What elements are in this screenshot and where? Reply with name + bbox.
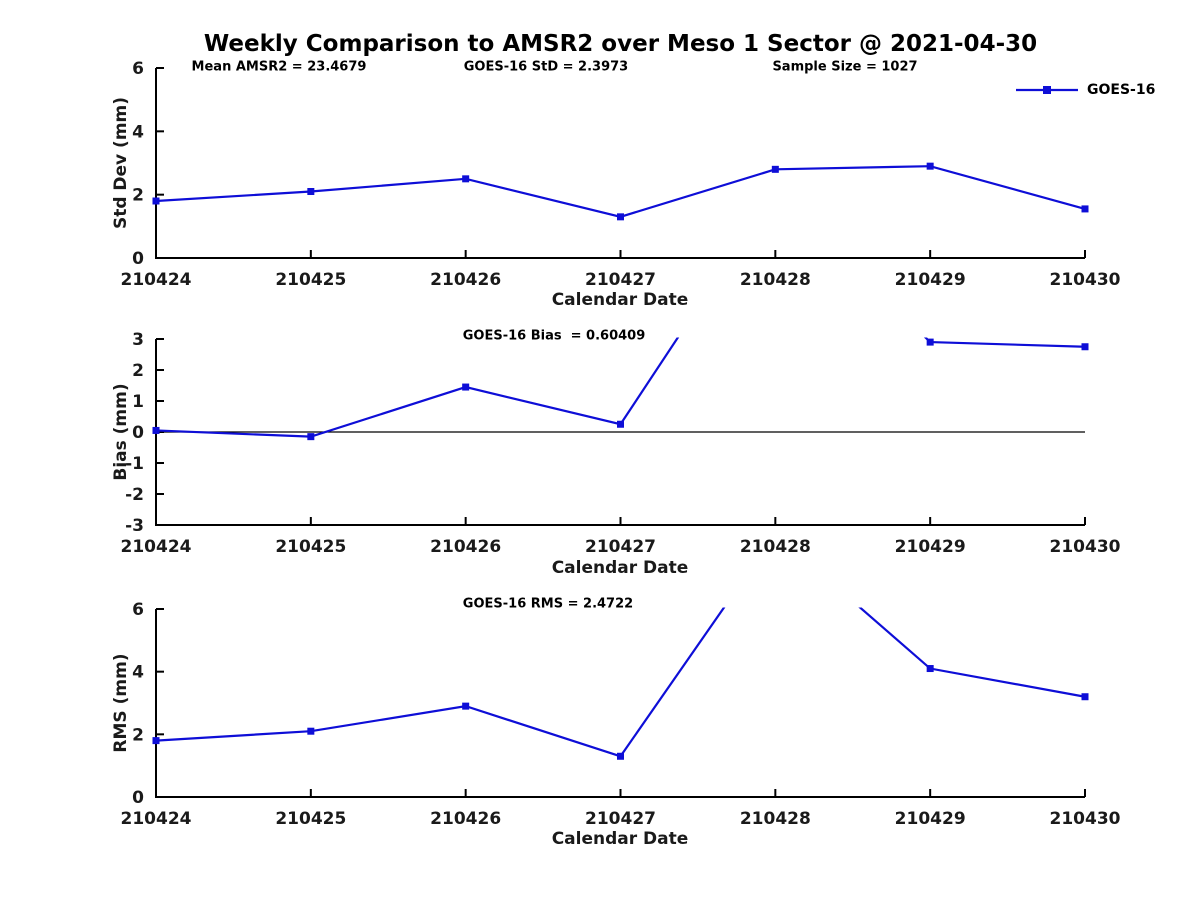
- rms-x-axis-label: Calendar Date: [551, 829, 689, 849]
- x-tick-label: 210429: [895, 270, 966, 290]
- bias-series-line: [155, 337, 1086, 438]
- y-tick-label: -2: [125, 485, 144, 505]
- legend-label: GOES-16: [1087, 82, 1156, 98]
- bias-data-marker: [307, 433, 315, 441]
- std-dev-data-marker: [1081, 205, 1089, 213]
- legend: GOES-16: [1014, 82, 1155, 98]
- y-tick-label: 2: [132, 725, 144, 745]
- x-tick-label: 210424: [121, 270, 192, 290]
- x-tick-label: 210430: [1050, 270, 1121, 290]
- x-tick-label: 210426: [430, 537, 501, 557]
- bias-data-marker: [462, 383, 470, 391]
- bias-y-axis-label: Bias (mm): [111, 383, 131, 481]
- x-tick-label: 210424: [121, 809, 192, 829]
- rms-data-marker: [1081, 693, 1089, 701]
- subplot-std-dev: 0 2 4 6 210424 210425 210426 210427 210428 210429…: [121, 59, 1121, 290]
- std-dev-data-marker: [926, 162, 934, 170]
- x-tick-label: 210425: [275, 270, 346, 290]
- stat-goes16-std: GOES-16 StD = 2.3973: [463, 59, 629, 75]
- y-tick-label: 0: [132, 788, 144, 808]
- bias-data-marker: [617, 420, 624, 428]
- std-dev-data-marker: [307, 188, 315, 195]
- stat-goes16-bias: GOES-16 Bias = 0.60409: [462, 328, 646, 344]
- x-tick-label: 210428: [740, 270, 811, 290]
- stddev-x-axis-label: Calendar Date: [551, 290, 689, 310]
- x-tick-label: 210425: [275, 809, 346, 829]
- y-tick-label: 0: [132, 423, 144, 443]
- x-tick-label: 210428: [740, 809, 811, 829]
- x-tick-label: 210429: [895, 537, 966, 557]
- x-tick-label: 210427: [585, 270, 656, 290]
- rms-data-marker: [152, 737, 160, 745]
- y-tick-label: 2: [132, 186, 144, 206]
- bias-x-axis-label: Calendar Date: [551, 558, 689, 578]
- y-tick-label: -3: [125, 516, 144, 536]
- rms-data-marker: [926, 665, 934, 673]
- x-tick-label: 210426: [430, 270, 501, 290]
- y-tick-label: 6: [132, 600, 144, 620]
- bias-data-marker: [926, 338, 934, 346]
- x-tick-label: 210430: [1050, 809, 1121, 829]
- subplot-rms: 0 2 4 6 210424 210425 210426 210427 210428 210429…: [121, 600, 1121, 829]
- std-dev-series-line: [155, 165, 1086, 218]
- rms-data-marker: [307, 727, 315, 735]
- x-tick-label: 210429: [895, 809, 966, 829]
- std-dev-data-marker: [152, 197, 160, 205]
- rms-data-marker: [462, 702, 470, 710]
- y-tick-label: 1: [132, 392, 144, 412]
- stat-sample-size: Sample Size = 1027: [772, 59, 918, 75]
- y-tick-label: -1: [125, 454, 144, 474]
- x-tick-label: 210428: [740, 537, 811, 557]
- figure-title: Weekly Comparison to AMSR2 over Meso 1 S…: [203, 31, 1038, 57]
- bias-data-marker: [1081, 343, 1089, 351]
- std-dev-data-marker: [771, 165, 779, 173]
- x-tick-label: 210425: [275, 537, 346, 557]
- rms-y-axis-label: RMS (mm): [111, 653, 131, 753]
- y-tick-label: 4: [132, 122, 144, 142]
- subplot-bias: -3 -2 -1 0 1 2 3 210424 210425 210426 210427 210428…: [121, 330, 1121, 557]
- stat-goes16-rms: GOES-16 RMS = 2.4722: [462, 596, 634, 612]
- x-tick-label: 210427: [585, 809, 656, 829]
- x-tick-label: 210430: [1050, 537, 1121, 557]
- y-tick-label: 4: [132, 663, 144, 683]
- y-tick-label: 6: [132, 59, 144, 79]
- y-tick-label: 3: [132, 330, 144, 350]
- y-tick-label: 2: [132, 361, 144, 381]
- rms-data-marker: [617, 752, 624, 760]
- x-tick-label: 210427: [585, 537, 656, 557]
- x-tick-label: 210424: [121, 537, 192, 557]
- stat-mean-amsr2: Mean AMSR2 = 23.4679: [191, 59, 367, 75]
- stddev-y-axis-label: Std Dev (mm): [111, 96, 131, 230]
- legend-line-sample-icon: [1016, 86, 1078, 94]
- bias-data-marker: [152, 426, 160, 434]
- y-tick-label: 0: [132, 249, 144, 269]
- x-tick-label: 210426: [430, 809, 501, 829]
- std-dev-data-marker: [617, 213, 624, 221]
- std-dev-data-marker: [462, 175, 470, 183]
